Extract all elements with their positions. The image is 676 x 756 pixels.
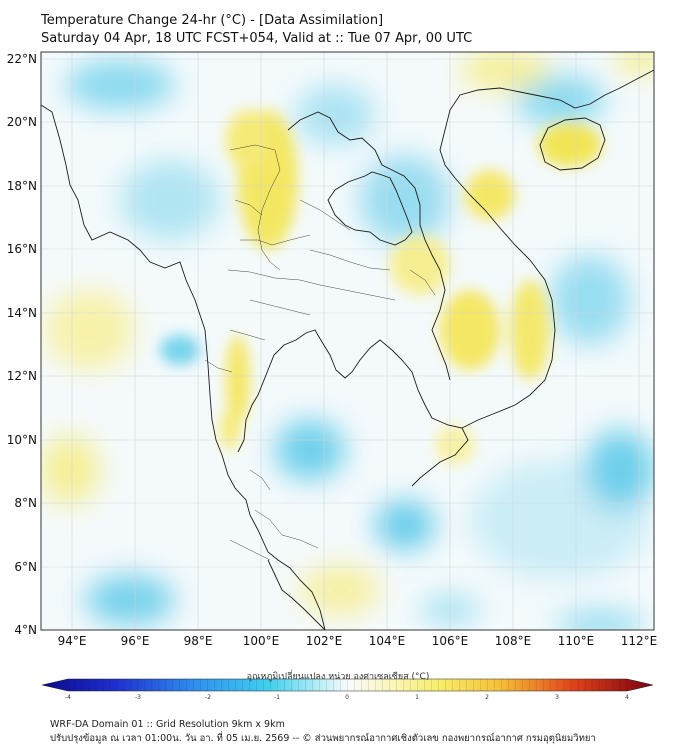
lon-label: 104°E: [369, 634, 406, 648]
colorbar-tick: -4: [65, 694, 71, 700]
colorbar-tick: 3: [555, 694, 559, 700]
lat-label: 22°N: [7, 52, 37, 66]
lat-label: 18°N: [7, 179, 37, 193]
footer: WRF-DA Domain 01 :: Grid Resolution 9km …: [50, 718, 596, 746]
map-frame: [40, 51, 655, 631]
lon-label: 106°E: [432, 634, 469, 648]
lon-label: 108°E: [495, 634, 532, 648]
lat-label: 20°N: [7, 115, 37, 129]
colorbar-title: อุณหภูมิเปลี่ยนแปลง หน่วย องศาเซลเซียส (…: [246, 672, 430, 682]
title-line-1: Temperature Change 24-hr (°C) - [Data As…: [41, 13, 384, 28]
title-line-2: Saturday 04 Apr, 18 UTC FCST+054, Valid …: [41, 31, 473, 46]
lon-label: 110°E: [558, 634, 595, 648]
map-figure: 22°N 20°N 18°N 16°N 14°N 12°N 10°N 8°N 6…: [7, 51, 658, 700]
temperature-field: [41, 52, 654, 630]
colorbar-tick: -2: [205, 694, 211, 700]
colorbar: -4 -3 -2 -1 0 1 2 3 4: [41, 678, 654, 700]
lon-label: 98°E: [184, 634, 213, 648]
colorbar-tick: 4: [625, 694, 629, 700]
footer-line-1: WRF-DA Domain 01 :: Grid Resolution 9km …: [50, 719, 285, 730]
chart-title: Temperature Change 24-hr (°C) - [Data As…: [41, 12, 472, 48]
lat-label: 14°N: [7, 306, 37, 320]
coastline: [41, 69, 654, 630]
colorbar-tick: 2: [485, 694, 489, 700]
lon-label: 94°E: [58, 634, 87, 648]
lat-label: 8°N: [14, 496, 37, 510]
lat-label: 6°N: [14, 560, 37, 574]
colorbar-tick: 1: [415, 694, 419, 700]
lon-label: 100°E: [243, 634, 280, 648]
footer-line-2: ปรับปรุงข้อมูล ณ เวลา 01:00น. วัน อา. ที…: [50, 733, 596, 744]
lon-label: 102°E: [306, 634, 343, 648]
lat-label: 12°N: [7, 369, 37, 383]
colorbar-tick: -3: [135, 694, 141, 700]
lat-label: 4°N: [14, 623, 37, 637]
lon-label: 96°E: [121, 634, 150, 648]
lat-label: 10°N: [7, 433, 37, 447]
lat-label: 16°N: [7, 242, 37, 256]
colorbar-tick: 0: [345, 694, 349, 700]
lon-label: 112°E: [621, 634, 658, 648]
colorbar-tick: -1: [274, 694, 280, 700]
